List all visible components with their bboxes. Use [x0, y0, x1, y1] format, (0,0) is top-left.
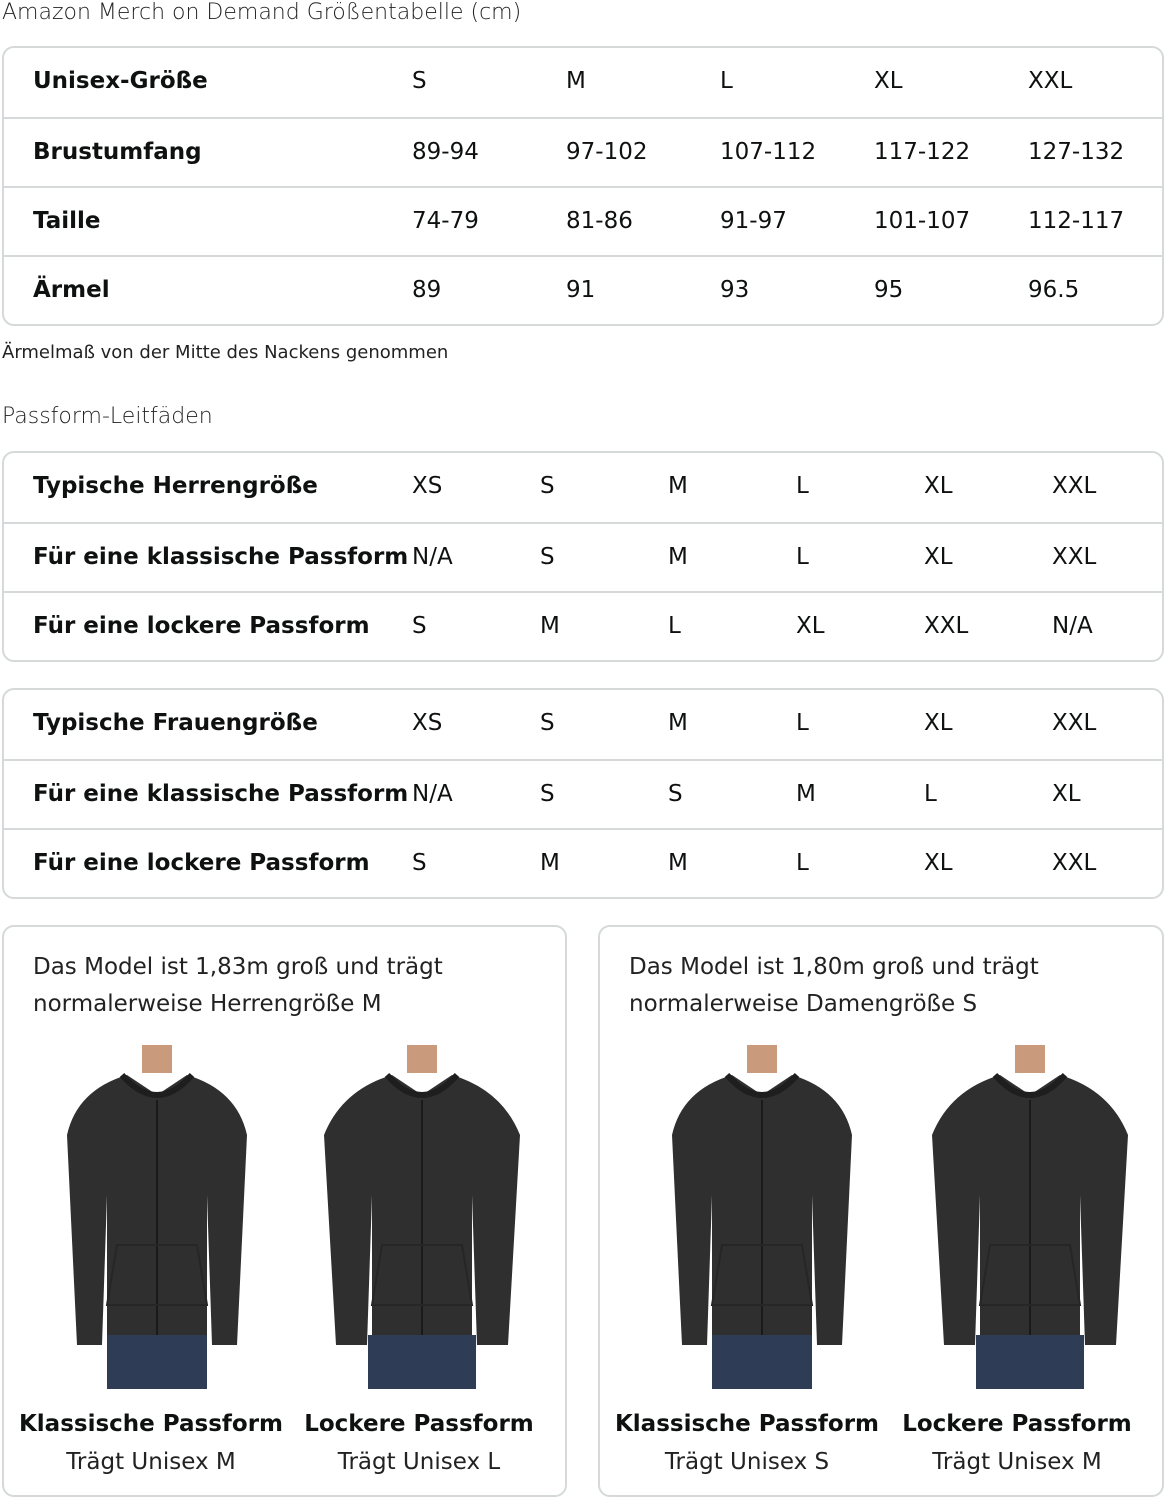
row-label: Für eine klassische Passform [33, 544, 409, 570]
table-cell: S [412, 68, 427, 94]
table-row: Taille 74-79 81-86 91-97 101-107 112-117 [4, 186, 1162, 255]
row-label: Unisex-Größe [33, 68, 208, 94]
wears-size: Trägt Unisex M [932, 1449, 1102, 1475]
page-title: Amazon Merch on Demand Größentabelle (cm… [2, 0, 522, 25]
table-cell: L [796, 473, 809, 499]
women-fit-table: Typische Frauengröße XS S M L XL XXL Für eine k… [2, 688, 1164, 899]
table-cell: 91-97 [720, 208, 787, 234]
model-photo [920, 1045, 1140, 1389]
model-caption: Das Model ist 1,83m groß und trägt norma… [33, 954, 443, 1017]
table-cell: M [540, 613, 560, 639]
table-cell: S [540, 473, 555, 499]
table-cell: S [540, 544, 555, 570]
table-cell: L [720, 68, 733, 94]
row-label: Für eine lockere Passform [33, 850, 370, 876]
table-cell: XL [874, 68, 903, 94]
table-cell: M [668, 473, 688, 499]
model-caption: Das Model ist 1,80m groß und trägt norma… [629, 954, 1039, 1017]
table-cell: M [668, 850, 688, 876]
table-row: Für eine klassische Passform N/A S M L XL XXL [4, 522, 1162, 591]
wears-size: Trägt Unisex S [664, 1449, 830, 1475]
table-cell: XXL [1028, 68, 1073, 94]
table-cell: L [668, 613, 681, 639]
model-photo [312, 1045, 532, 1389]
table-cell: XXL [1052, 710, 1097, 736]
table-cell: 89-94 [412, 139, 479, 165]
row-label: Für eine klassische Passform [33, 781, 409, 807]
table-cell: L [796, 710, 809, 736]
table-cell: XL [924, 710, 953, 736]
table-cell: N/A [1052, 613, 1093, 639]
table-cell: XXL [924, 613, 969, 639]
table-cell: 117-122 [874, 139, 971, 165]
row-label: Typische Frauengröße [33, 710, 318, 736]
table-cell: 89 [412, 277, 442, 303]
table-cell: XS [412, 473, 443, 499]
table-cell: XL [924, 544, 953, 570]
table-cell: L [796, 850, 809, 876]
women-model-card: Das Model ist 1,80m groß und trägt norma… [598, 925, 1164, 1497]
table-row: Typische Herrengröße XS S M L XL XXL [4, 453, 1162, 522]
row-label: Typische Herrengröße [33, 473, 318, 499]
table-cell: 81-86 [566, 208, 633, 234]
table-cell: XL [924, 473, 953, 499]
row-label: Brustumfang [33, 139, 202, 165]
row-label: Taille [33, 208, 101, 234]
table-cell: 127-132 [1028, 139, 1125, 165]
table-cell: M [540, 850, 560, 876]
wears-size: Trägt Unisex L [337, 1449, 501, 1475]
sleeve-note: Ärmelmaß von der Mitte des Nackens genom… [2, 342, 449, 363]
wears-size: Trägt Unisex M [66, 1449, 236, 1475]
table-row: Für eine lockere Passform S M M L XL XXL [4, 828, 1162, 897]
table-cell: M [566, 68, 586, 94]
table-cell: 91 [566, 277, 596, 303]
table-row: Ärmel 89 91 93 95 96.5 [4, 255, 1162, 324]
table-cell: 112-117 [1028, 208, 1125, 234]
table-cell: XXL [1052, 850, 1097, 876]
table-cell: S [540, 710, 555, 736]
model-photo [47, 1045, 267, 1389]
table-cell: 97-102 [566, 139, 648, 165]
table-cell: M [668, 544, 688, 570]
table-cell: 95 [874, 277, 904, 303]
row-label: Ärmel [33, 277, 110, 303]
table-cell: XL [924, 850, 953, 876]
table-cell: 96.5 [1028, 277, 1080, 303]
table-cell: 74-79 [412, 208, 479, 234]
fit-guide-title: Passform-Leitfäden [2, 404, 213, 429]
men-fit-table: Typische Herrengröße XS S M L XL XXL Für eine k… [2, 451, 1164, 662]
table-cell: S [668, 781, 683, 807]
table-cell: S [412, 613, 427, 639]
table-cell: XXL [1052, 544, 1097, 570]
fit-label: Lockere Passform [304, 1411, 534, 1437]
table-row: Typische Frauengröße XS S M L XL XXL [4, 690, 1162, 759]
model-photo [652, 1045, 872, 1389]
table-cell: L [924, 781, 937, 807]
table-cell: 101-107 [874, 208, 971, 234]
table-row: Brustumfang 89-94 97-102 107-112 117-122 127-… [4, 117, 1162, 186]
table-cell: XS [412, 710, 443, 736]
table-cell: 107-112 [720, 139, 817, 165]
table-row: Für eine klassische Passform N/A S S M L XL [4, 759, 1162, 828]
table-cell: XXL [1052, 473, 1097, 499]
size-table: Unisex-Größe S M L XL XXL Brustumfang 89-94 97-1… [2, 46, 1164, 326]
table-cell: N/A [412, 781, 453, 807]
fit-label: Klassische Passform [614, 1411, 880, 1437]
men-model-card: Das Model ist 1,83m groß und trägt norma… [2, 925, 567, 1497]
table-cell: XL [796, 613, 825, 639]
table-cell: M [668, 710, 688, 736]
row-label: Für eine lockere Passform [33, 613, 370, 639]
table-row: Für eine lockere Passform S M L XL XXL N/A [4, 591, 1162, 660]
table-cell: S [412, 850, 427, 876]
fit-label: Klassische Passform [18, 1411, 284, 1437]
fit-label: Lockere Passform [902, 1411, 1132, 1437]
table-cell: S [540, 781, 555, 807]
table-cell: XL [1052, 781, 1081, 807]
table-cell: M [796, 781, 816, 807]
table-cell: 93 [720, 277, 750, 303]
table-cell: N/A [412, 544, 453, 570]
table-cell: L [796, 544, 809, 570]
table-row: Unisex-Größe S M L XL XXL [4, 48, 1162, 117]
